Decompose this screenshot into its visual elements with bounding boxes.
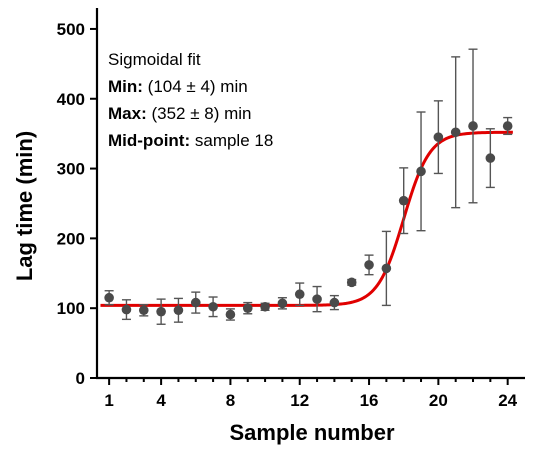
data-point-group [208, 296, 218, 318]
data-point [416, 166, 426, 177]
data-point [502, 121, 513, 131]
data-point [312, 294, 322, 304]
data-point [225, 309, 236, 320]
y-tick-label: 400 [57, 90, 85, 109]
data-point [329, 297, 340, 308]
data-point-group [329, 294, 340, 311]
data-point [173, 305, 184, 316]
data-point [208, 301, 218, 312]
x-tick-label: 24 [498, 391, 517, 410]
data-point-group [416, 111, 426, 232]
data-point-group [294, 282, 305, 307]
annotation-mid-label: Mid-point: [108, 131, 190, 150]
data-point [450, 127, 461, 138]
data-point [433, 132, 444, 142]
x-tick-label: 8 [226, 391, 235, 410]
y-tick-label: 200 [57, 229, 85, 248]
data-point-group [138, 303, 149, 317]
data-point-group [104, 290, 114, 306]
y-tick-label: 500 [57, 20, 85, 39]
annotation-midpoint: Mid-point: sample 18 [108, 131, 273, 150]
data-point [381, 263, 392, 274]
data-point-group [398, 167, 409, 235]
x-tick-label: 16 [360, 391, 379, 410]
data-point-group [173, 297, 184, 323]
annotation-mid-value: sample 18 [190, 131, 273, 150]
fit-annotation: Sigmoidal fit Min: (104 ± 4) min Max: (3… [108, 50, 273, 150]
x-tick-label: 20 [429, 391, 448, 410]
fit-curve-layer [100, 130, 513, 307]
x-axis-title: Sample number [229, 420, 394, 445]
data-point [260, 301, 270, 312]
annotation-min: Min: (104 ± 4) min [108, 77, 248, 96]
x-tick-label: 12 [290, 391, 309, 410]
data-point-group [121, 299, 132, 321]
data-point-group [381, 230, 392, 307]
data-point-group [225, 308, 236, 321]
data-point-group [242, 301, 253, 315]
annotation-min-value: (104 ± 4) min [143, 77, 248, 96]
data-point-group [346, 277, 357, 288]
data-points-layer [104, 48, 513, 325]
data-point [364, 260, 374, 270]
data-point [121, 304, 132, 315]
data-point [398, 195, 409, 206]
data-point [346, 277, 357, 288]
annotation-min-label: Min: [108, 77, 143, 96]
data-point [277, 298, 288, 309]
sigmoid-fit-curve [100, 130, 513, 307]
annotation-title: Sigmoidal fit [108, 50, 201, 69]
data-point-group [485, 128, 496, 189]
x-tick-label: 4 [156, 391, 166, 410]
axes: 0 100 200 300 400 500 1 4 8 12 16 20 24 [57, 8, 525, 410]
data-point-group [433, 100, 444, 175]
data-point [294, 289, 305, 300]
x-tick-label: 1 [104, 391, 113, 410]
data-point-group [364, 254, 374, 276]
data-point [242, 303, 253, 313]
data-point [104, 292, 114, 303]
annotation-max-value: (352 ± 8) min [147, 104, 252, 123]
data-point-group [468, 48, 478, 204]
data-point-group [450, 56, 461, 209]
data-point-group [156, 298, 166, 325]
y-tick-label: 300 [57, 160, 85, 179]
annotation-max-label: Max: [108, 104, 147, 123]
data-point-group [277, 297, 288, 310]
data-point [468, 121, 478, 131]
data-point [190, 297, 201, 308]
data-point-group [190, 291, 201, 314]
y-tick-label: 100 [57, 299, 85, 318]
y-axis-title: Lag time (min) [12, 131, 37, 281]
data-point [156, 306, 166, 317]
y-tick-label: 0 [76, 369, 85, 388]
data-point [138, 305, 149, 316]
data-point-group [312, 285, 322, 313]
data-point [485, 153, 496, 163]
annotation-max: Max: (352 ± 8) min [108, 104, 252, 123]
data-point-group [502, 116, 513, 136]
data-point-group [260, 301, 270, 312]
